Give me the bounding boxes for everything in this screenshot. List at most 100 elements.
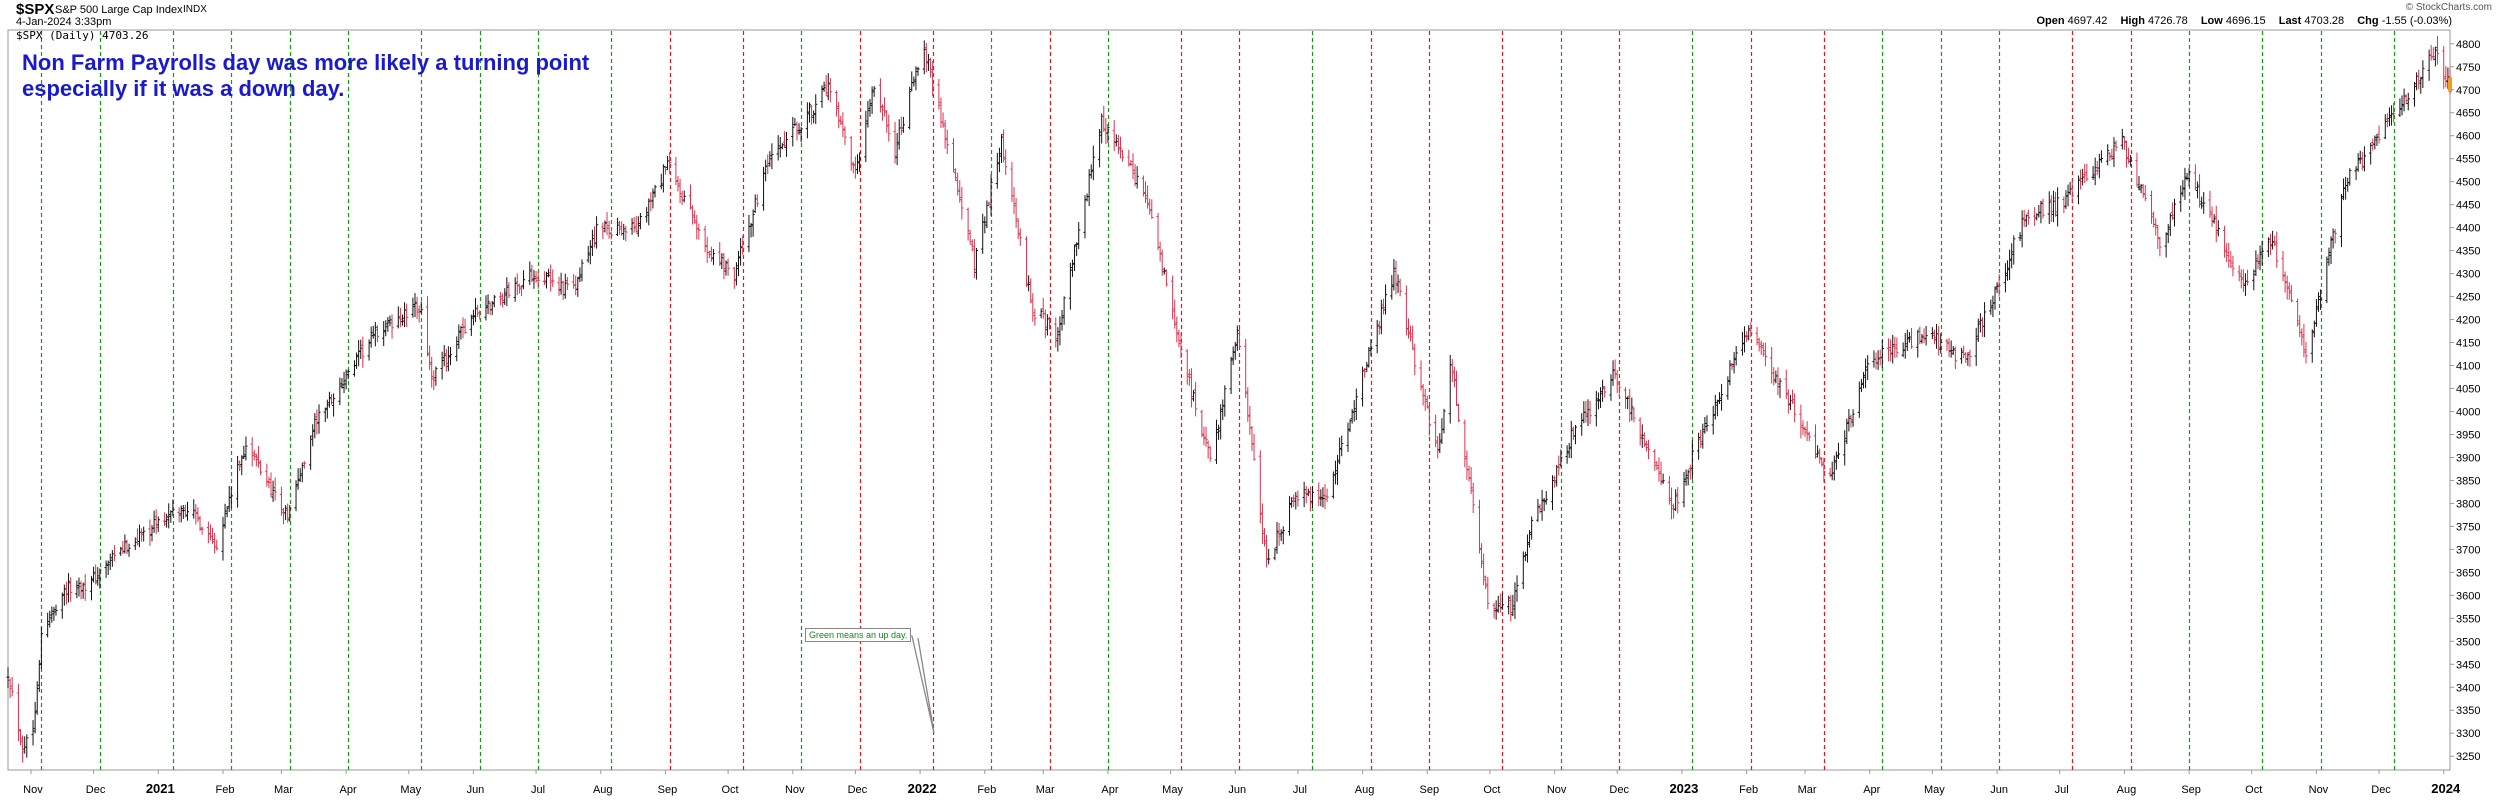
y-tick-label: 4550 <box>2456 154 2480 166</box>
price-bar <box>1713 394 1717 420</box>
price-bar <box>707 250 711 259</box>
price-bar <box>1847 409 1851 432</box>
price-bar <box>1233 341 1237 360</box>
price-bar <box>2241 269 2245 292</box>
price-bar <box>2333 228 2337 244</box>
price-bar <box>2129 155 2133 167</box>
price-bar <box>885 110 889 133</box>
price-bar <box>1976 318 1980 343</box>
price-bar <box>2143 185 2147 202</box>
price-bar <box>1515 575 1519 602</box>
price-bar <box>1171 275 1175 320</box>
timestamp: 4-Jan-2024 3:33pm <box>16 16 112 28</box>
price-bar <box>315 409 319 435</box>
price-bar <box>1822 457 1826 483</box>
price-bar <box>2149 190 2154 224</box>
price-bar <box>1047 316 1052 330</box>
price-bar <box>1442 408 1446 434</box>
price-bar <box>653 184 657 198</box>
price-bar <box>1267 548 1271 565</box>
price-bar <box>417 305 421 323</box>
price-bar <box>388 315 392 327</box>
price-bar <box>1893 336 1897 358</box>
price-bar <box>125 539 129 555</box>
price-bar <box>2210 206 2214 227</box>
price-bar <box>2300 328 2304 346</box>
price-bar <box>2216 220 2220 237</box>
x-tick-label: Apr <box>1863 784 1880 796</box>
price-bar <box>2406 92 2410 111</box>
price-bar <box>1807 431 1811 442</box>
price-bar <box>968 230 972 245</box>
price-bar <box>855 154 860 175</box>
price-bar <box>1496 595 1500 613</box>
price-bar <box>1450 359 1454 382</box>
x-tick-label: 2022 <box>908 781 937 796</box>
price-bar <box>2371 138 2375 151</box>
price-bar <box>1070 259 1075 277</box>
price-bar <box>726 258 730 276</box>
price-bar <box>741 235 745 255</box>
x-tick-label: Nov <box>23 784 43 796</box>
price-bar <box>2197 174 2202 208</box>
price-bar <box>2053 191 2058 217</box>
price-bar <box>1413 343 1417 376</box>
price-bar <box>668 152 672 174</box>
open-label: Open <box>2036 15 2065 27</box>
price-bar <box>340 378 344 389</box>
price-bar <box>1920 334 1924 344</box>
price-bar <box>194 504 198 525</box>
price-bar <box>2348 168 2352 186</box>
price-bar <box>313 413 317 439</box>
price-bar <box>893 122 897 164</box>
x-tick-label: Dec <box>1609 784 1629 796</box>
price-bar <box>2091 166 2095 180</box>
price-bar <box>225 506 229 518</box>
price-bar <box>1250 425 1254 451</box>
y-tick-label: 4350 <box>2456 246 2480 258</box>
x-tick-label: 2024 <box>2431 781 2461 796</box>
price-bar <box>1863 358 1868 389</box>
price-bar <box>2097 153 2101 179</box>
price-bar <box>1815 445 1820 458</box>
price-bar <box>1653 448 1657 471</box>
price-bar <box>273 477 277 501</box>
price-bar <box>1719 384 1724 411</box>
y-tick-label: 3450 <box>2456 659 2480 671</box>
price-bar <box>2310 329 2314 363</box>
price-bar <box>2419 76 2423 94</box>
price-bar <box>945 129 949 155</box>
price-bar <box>1338 437 1342 465</box>
price-bar <box>1004 149 1008 175</box>
price-bar <box>868 98 872 117</box>
price-bar <box>1598 387 1603 409</box>
price-bar <box>1135 166 1139 189</box>
price-bar <box>2373 135 2377 150</box>
price-bar <box>2078 169 2083 190</box>
price-bar <box>1260 503 1264 544</box>
x-tick-label: Jun <box>1990 784 2008 796</box>
price-bar <box>1146 185 1150 209</box>
price-bar <box>695 214 699 240</box>
price-bar <box>1565 445 1569 464</box>
price-bar <box>1667 476 1671 505</box>
price-bar <box>1112 120 1116 151</box>
price-bar <box>302 461 306 469</box>
price-bar <box>2183 167 2187 201</box>
price-bar <box>914 66 918 91</box>
price-bar <box>1438 433 1442 454</box>
price-bar <box>895 133 899 166</box>
price-bar <box>1509 594 1513 622</box>
price-bar <box>1540 489 1544 521</box>
price-bar <box>1279 529 1283 541</box>
price-bar <box>1141 175 1146 197</box>
price-bar <box>872 86 876 97</box>
price-bar <box>703 225 707 253</box>
y-tick-label: 4100 <box>2456 361 2480 373</box>
price-bar <box>1296 490 1300 507</box>
price-bar <box>338 377 342 406</box>
price-bar <box>210 527 215 544</box>
price-bar <box>956 172 960 196</box>
price-bar <box>1039 308 1043 319</box>
price-bar <box>574 275 578 296</box>
